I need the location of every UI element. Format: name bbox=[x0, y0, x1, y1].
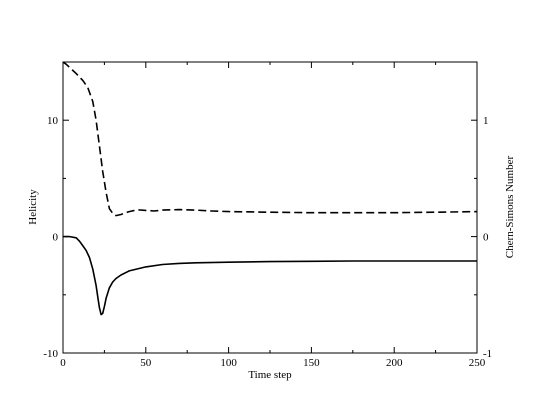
x-tick-label: 0 bbox=[60, 357, 66, 369]
x-tick-label: 200 bbox=[386, 357, 403, 369]
x-tick-label: 50 bbox=[140, 357, 152, 369]
plot-frame bbox=[62, 61, 478, 354]
x-tick-label: 250 bbox=[469, 357, 486, 369]
helicity-series-line bbox=[63, 235, 477, 316]
y-axis-title-left: Helicity bbox=[27, 189, 39, 225]
y-right-tick-label: -1 bbox=[483, 348, 492, 360]
y-left-tick-label: 0 bbox=[53, 232, 59, 244]
x-tick-label: 100 bbox=[220, 357, 237, 369]
y-right-tick-label: 1 bbox=[483, 115, 489, 127]
y-right-tick-label: 0 bbox=[483, 232, 489, 244]
y-left-tick-label: 10 bbox=[47, 115, 59, 127]
x-tick-label: 150 bbox=[303, 357, 320, 369]
y-left-tick-label: -10 bbox=[43, 348, 58, 360]
y-axis-title-right: Chern-Simons Number bbox=[504, 155, 516, 258]
chern-simons-series-line bbox=[62, 61, 478, 217]
series-layer bbox=[62, 61, 478, 316]
x-axis-title: Time step bbox=[248, 369, 292, 381]
